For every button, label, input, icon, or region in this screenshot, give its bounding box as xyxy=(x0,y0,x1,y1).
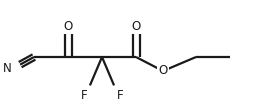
Text: N: N xyxy=(3,61,12,74)
Text: O: O xyxy=(64,20,73,33)
Text: F: F xyxy=(117,89,124,102)
Text: O: O xyxy=(158,65,168,78)
Text: O: O xyxy=(131,20,141,33)
Text: F: F xyxy=(80,89,87,102)
